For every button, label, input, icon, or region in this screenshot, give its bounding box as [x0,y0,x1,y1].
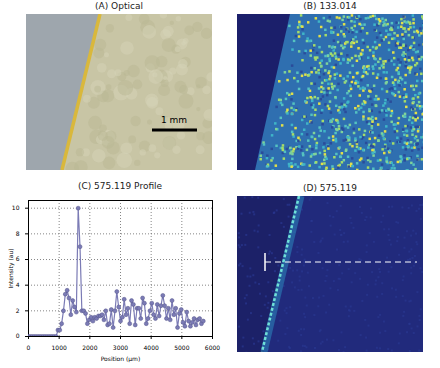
svg-text:8: 8 [16,230,20,237]
svg-text:0: 0 [27,344,31,351]
svg-text:1 mm: 1 mm [161,115,187,125]
svg-text:3000: 3000 [113,344,128,351]
svg-text:4000: 4000 [144,344,159,351]
html-text:(B) 133.014: (B) 133.014 [303,1,357,11]
svg-text:6000: 6000 [205,344,220,351]
html-text:(D) 575.119: (D) 575.119 [303,183,357,193]
svg-text:10: 10 [12,204,20,211]
svg-text:2: 2 [16,307,20,314]
svg-text:Intensity (au): Intensity (au) [7,248,15,288]
svg-text:0: 0 [16,332,20,339]
svg-text:Position (μm): Position (μm) [101,355,141,363]
svg-text:4: 4 [16,281,20,288]
svg-text:1000: 1000 [52,344,67,351]
svg-text:5000: 5000 [174,344,189,351]
svg-text:2000: 2000 [82,344,97,351]
html-text:(C) 575.119 Profile: (C) 575.119 Profile [77,181,163,191]
html-text:(A) Optical: (A) Optical [95,1,143,11]
svg-text:6: 6 [16,255,20,262]
